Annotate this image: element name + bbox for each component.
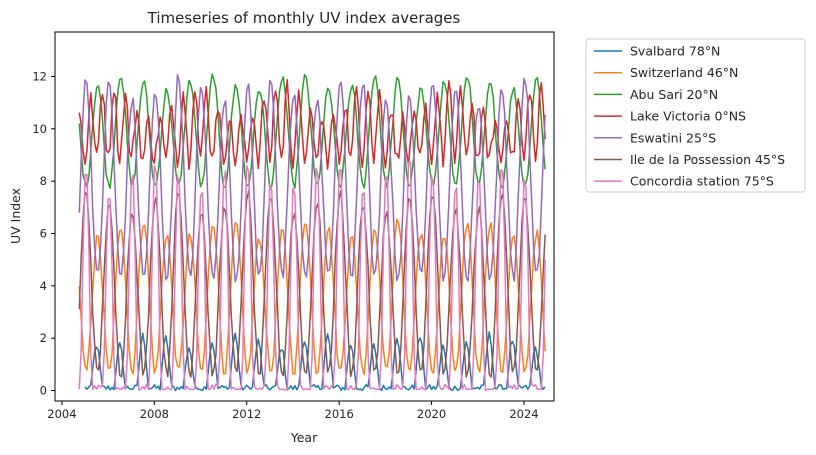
legend-label: Switzerland 46°N [630,65,738,80]
y-tick-label: 4 [40,279,47,293]
y-axis: 0 2 4 6 8 10 12 [32,69,55,398]
legend-box [585,38,806,193]
series-line-5 [78,74,546,283]
y-tick-label: 10 [32,122,47,136]
x-axis: 2004 2008 2012 2016 2020 2024 [47,401,539,421]
legend-label: Svalbard 78°N [630,44,720,59]
x-tick-label: 2020 [417,407,446,421]
x-axis-title: Year [290,430,318,445]
series-line-7 [78,161,546,391]
y-axis-title: UV Index [8,188,23,244]
legend-label: Eswatini 25°S [630,130,716,145]
legend-label: Abu Sari 20°N [630,87,718,102]
series-layer [78,73,546,392]
x-tick-label: 2008 [140,407,169,421]
chart-title: Timeseries of monthly UV index averages [147,9,461,27]
x-tick-label: 2024 [509,407,538,421]
y-tick-label: 8 [40,174,47,188]
legend-label: Ile de la Possession 45°S [630,152,785,167]
x-tick-label: 2012 [232,407,261,421]
x-tick-label: 2004 [47,407,76,421]
y-tick-label: 6 [40,227,47,241]
x-tick-label: 2016 [325,407,354,421]
legend: Svalbard 78°N Switzerland 46°N Abu Sari 20… [585,38,806,193]
y-tick-label: 2 [40,331,47,345]
legend-label: Lake Victoria 0°NS [630,109,746,124]
legend-label: Concordia station 75°S [630,174,774,189]
plot-frame [54,31,555,402]
series-line-4 [78,79,546,171]
y-tick-label: 0 [40,384,47,398]
y-tick-label: 12 [32,69,47,83]
